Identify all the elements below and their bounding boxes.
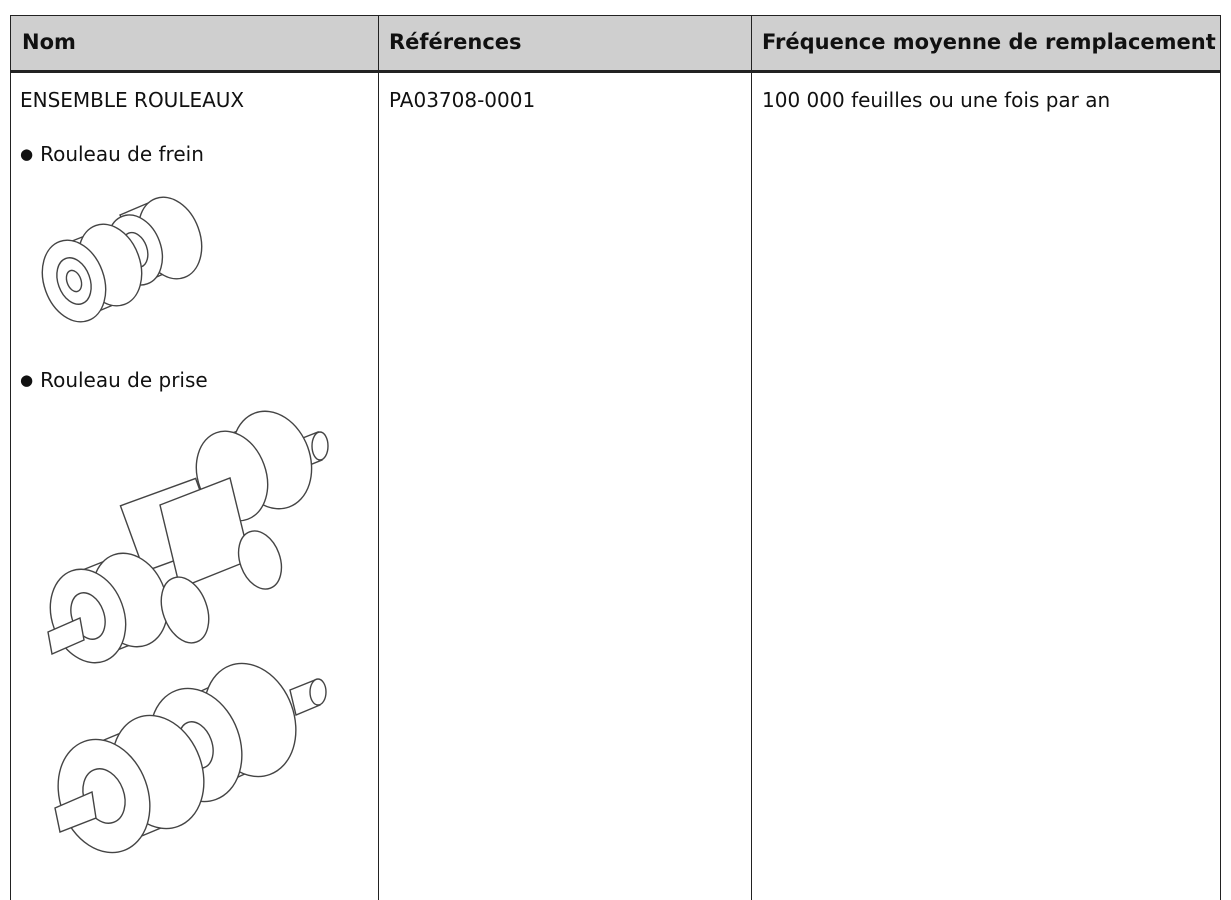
brake-roller-drawing bbox=[41, 196, 203, 323]
header-cell: Fréquence moyenne de remplacement bbox=[762, 30, 1216, 54]
name-cell: ENSEMBLE ROULEAUX bbox=[20, 88, 245, 112]
item-text: Rouleau de frein bbox=[40, 142, 204, 166]
illustrations bbox=[41, 196, 329, 854]
header-cell: Références bbox=[389, 30, 522, 54]
frequency-cell: 100 000 feuilles ou une fois par an bbox=[762, 88, 1111, 112]
top-border bbox=[10, 15, 1221, 16]
reference-cell: PA03708-0001 bbox=[389, 88, 536, 112]
header-cell: Nom bbox=[22, 30, 76, 54]
pick-roller-drawing bbox=[47, 410, 329, 664]
column-border bbox=[1220, 15, 1221, 900]
item: Rouleau de frein bbox=[20, 142, 204, 166]
pick-roller-drawing bbox=[54, 662, 327, 854]
header-row bbox=[10, 15, 1221, 70]
column-border bbox=[10, 15, 11, 900]
item-text: Rouleau de prise bbox=[40, 368, 208, 392]
column-border bbox=[378, 15, 379, 900]
column-border bbox=[751, 15, 752, 900]
item: Rouleau de prise bbox=[20, 368, 208, 392]
header-border bbox=[10, 70, 1221, 73]
